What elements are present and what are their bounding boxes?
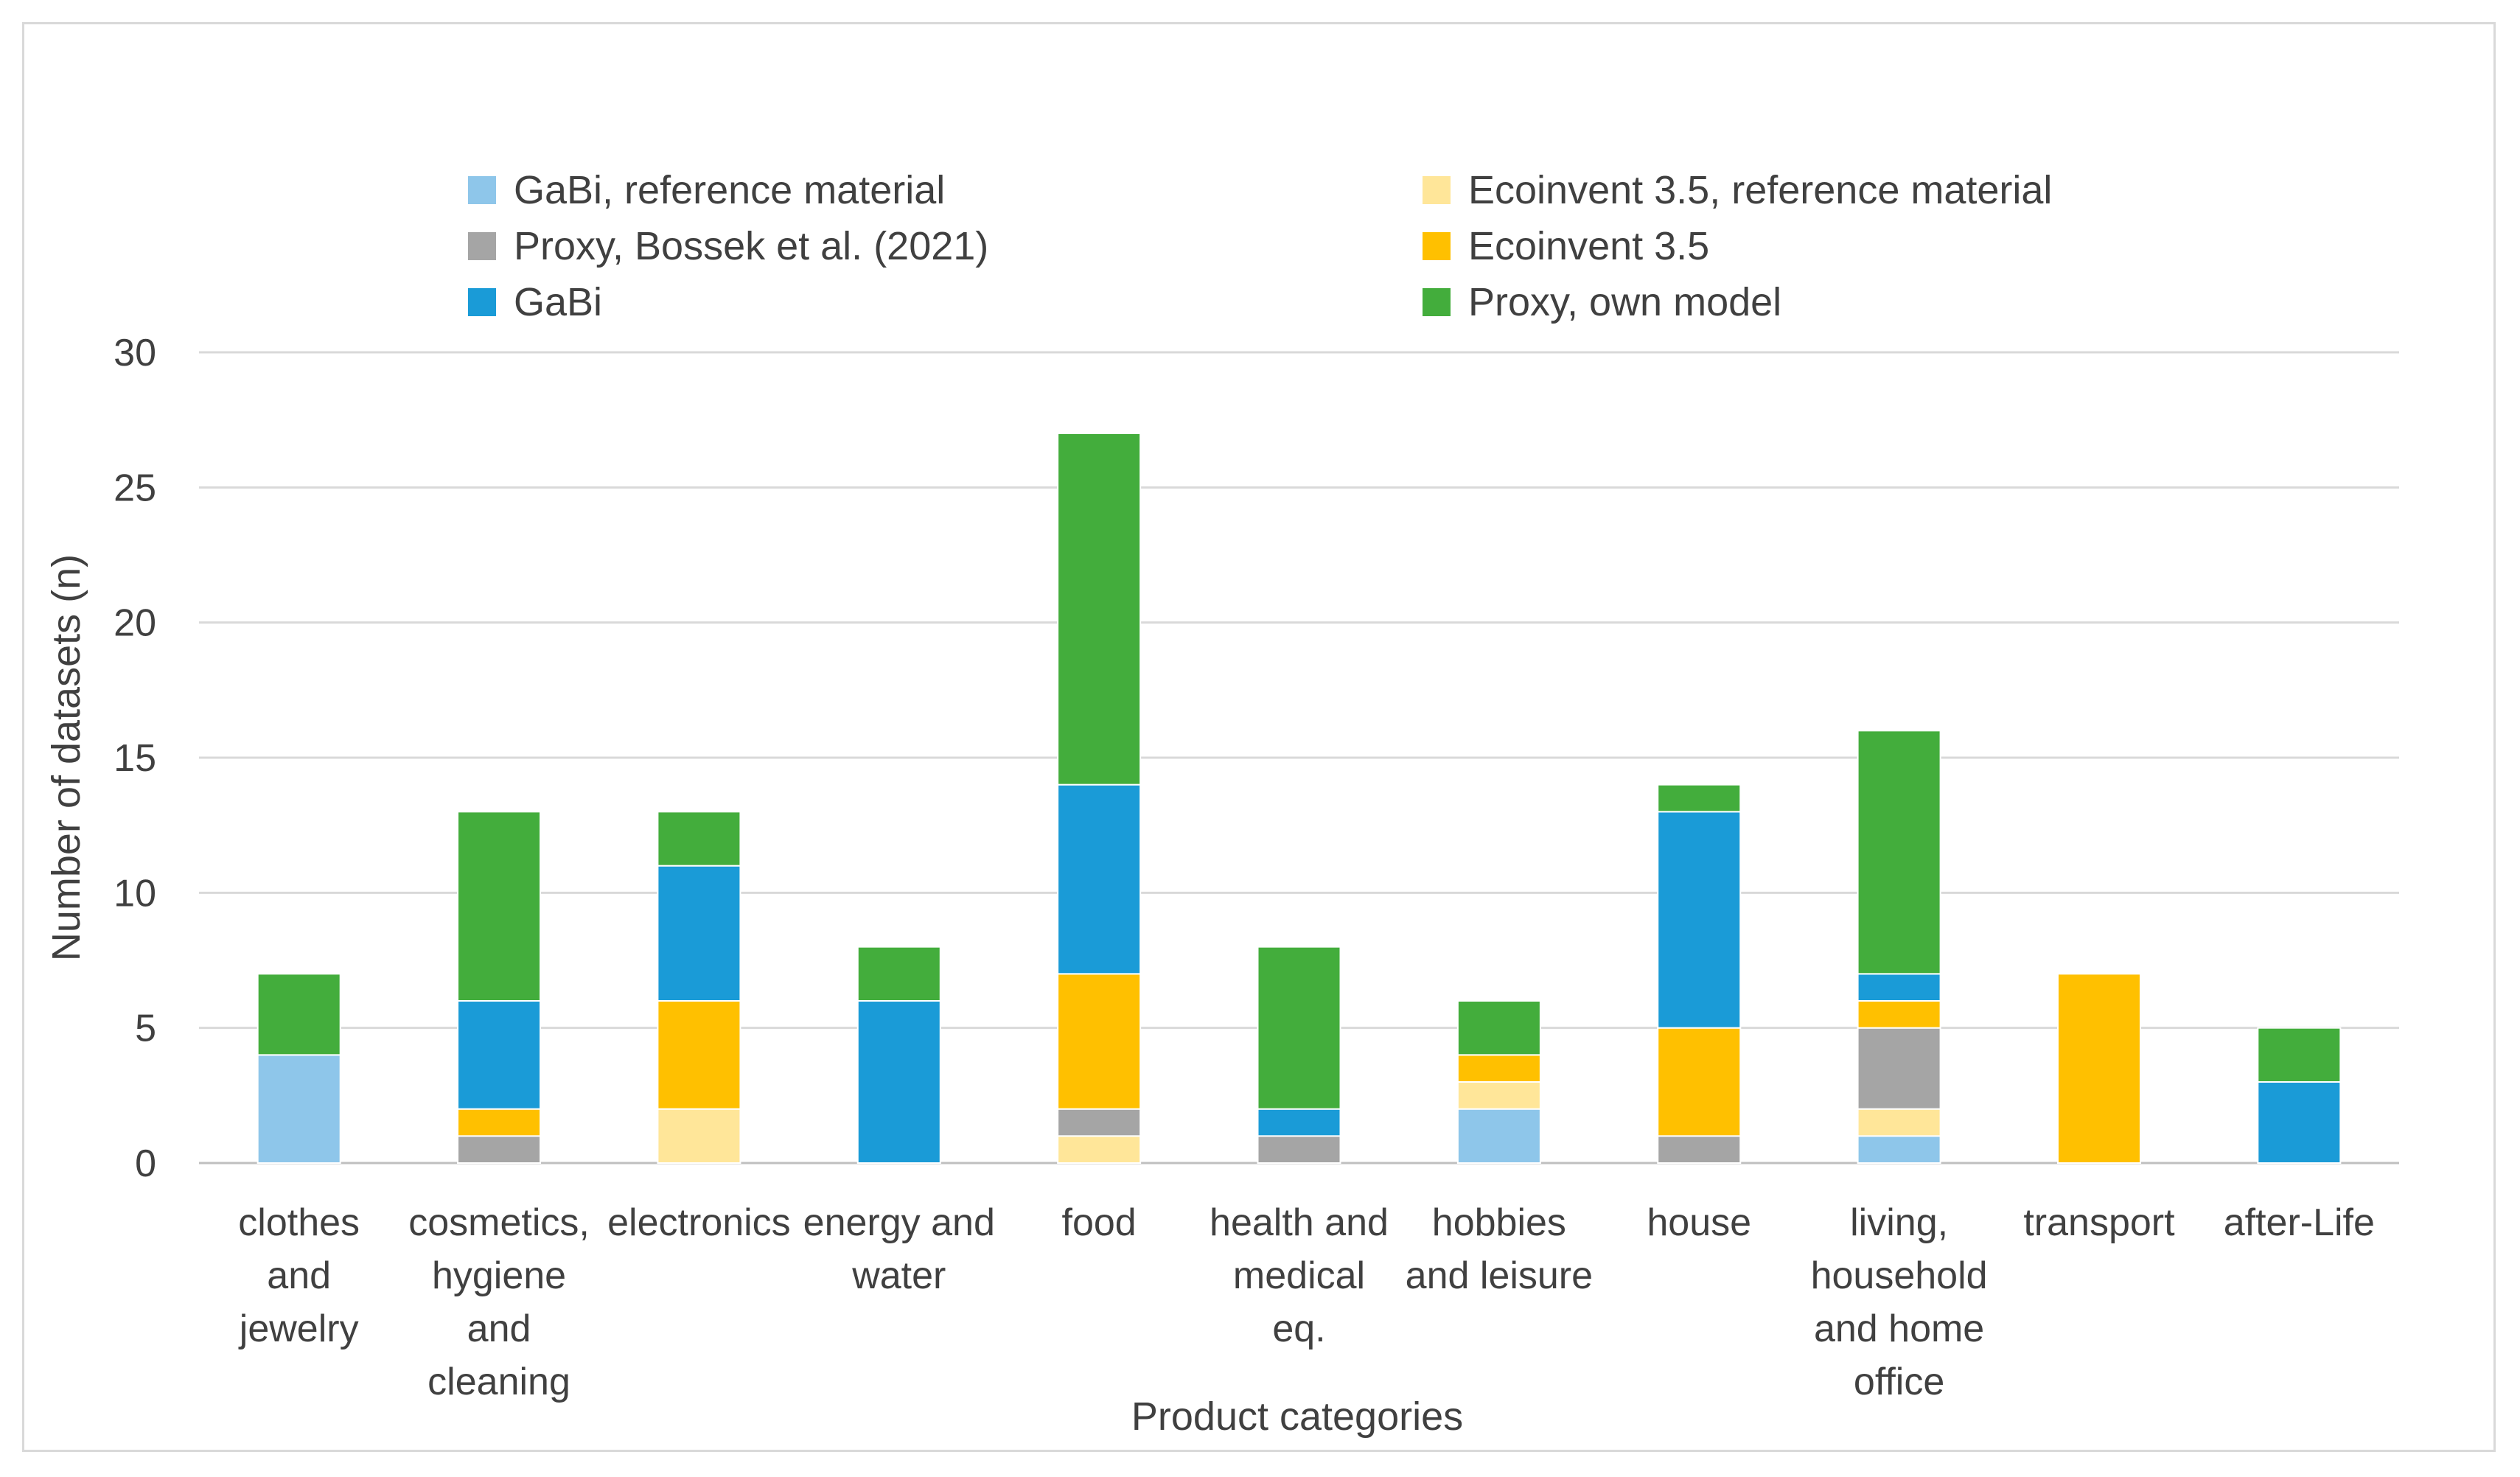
x-tick-label: electronics [607,1201,791,1244]
legend-swatch [1423,232,1451,260]
bar-segment [1657,1027,1742,1137]
legend-swatch [468,232,496,260]
legend: GaBi, reference material Ecoinvent 3.5, r… [468,168,2052,324]
bar-segment [1857,730,1941,975]
x-tick-label: transport [2023,1201,2175,1244]
legend-label: GaBi, reference material [514,168,945,212]
bar-segment [2257,1081,2342,1164]
bar-segment [2257,1027,2342,1083]
x-tick-label: clothes and jewelry [238,1201,360,1350]
bar-segment [1257,946,1341,1110]
bar-segment [256,1054,341,1165]
bar-segment [1456,1054,1541,1083]
bar-segment [657,865,741,1002]
bar-segment [2056,973,2141,1165]
legend-item: Ecoinvent 3.5, reference material [1423,168,2052,212]
bar-segment [657,1000,741,1110]
legend-swatch [468,288,496,316]
bar-segment [1857,1108,1941,1137]
bar-segment [1057,1108,1142,1137]
legend-item: Proxy, Bossek et al. (2021) [468,224,988,268]
x-tick-label: food [1062,1201,1137,1244]
bar-segment [1657,811,1742,1029]
bar-segment [1257,1108,1341,1137]
legend-item: GaBi [468,280,602,324]
bar-segment [457,811,542,1002]
legend-label: Ecoinvent 3.5 [1468,224,1709,268]
bar-segment [1456,1108,1541,1164]
legend-swatch [468,176,496,204]
legend-label: Ecoinvent 3.5, reference material [1468,168,2052,212]
y-tick-label: 15 [114,737,156,780]
bar-segment [1857,973,1941,1002]
bar-segment [1057,973,1142,1110]
legend-label: Proxy, Bossek et al. (2021) [514,224,988,268]
bar-segment [657,1108,741,1164]
x-tick-label: house [1647,1201,1751,1244]
x-tick-label: after-Life [2224,1201,2375,1244]
legend-label: GaBi [514,280,602,324]
bar-segment [457,1135,542,1165]
bar-segment [1657,1135,1742,1165]
bar-segment [1857,1027,1941,1110]
chart-frame [22,22,2496,1452]
bar-segment [1456,1081,1541,1110]
bar-segment [856,946,941,1002]
x-tick-label: living, household and home office [1811,1201,1988,1403]
y-tick-label: 20 [114,602,156,645]
x-tick-label: health and medical eq. [1210,1201,1389,1350]
bar-segment [1857,1000,1941,1029]
x-axis-title: Product categories [1131,1394,1463,1439]
legend-item: Ecoinvent 3.5 [1423,224,1709,268]
bar-segment [1057,1135,1142,1165]
bar-segment [457,1000,542,1110]
bar-segment [856,1000,941,1164]
bars [256,433,2342,1165]
bar-segment [1456,1000,1541,1056]
bar-segment [1857,1135,1941,1165]
bar-segment [1057,433,1142,786]
legend-item: GaBi, reference material [468,168,945,212]
legend-item: Proxy, own model [1423,280,1781,324]
x-tick-label: energy and water [803,1201,995,1297]
gridlines [199,351,2399,1165]
x-tick-label: hobbies and leisure [1406,1201,1593,1297]
bar-segment [1657,783,1742,813]
legend-swatch [1423,176,1451,204]
bar-segment [457,1108,542,1137]
bar-segment [657,811,741,867]
bar-segment [1257,1135,1341,1165]
bar-segment [256,973,341,1056]
y-tick-label: 0 [135,1142,156,1185]
legend-swatch [1423,288,1451,316]
y-tick-label: 30 [114,332,156,374]
y-tick-label: 5 [135,1008,156,1050]
axes: Product categories Number of datasets (n… [44,332,2375,1439]
y-tick-label: 10 [114,872,156,915]
bar-segment [1057,783,1142,975]
y-tick-label: 25 [114,467,156,509]
x-tick-label: cosmetics, hygiene and cleaning [408,1201,590,1403]
y-axis-title: Number of datasets (n) [44,554,88,961]
legend-label: Proxy, own model [1468,280,1781,324]
